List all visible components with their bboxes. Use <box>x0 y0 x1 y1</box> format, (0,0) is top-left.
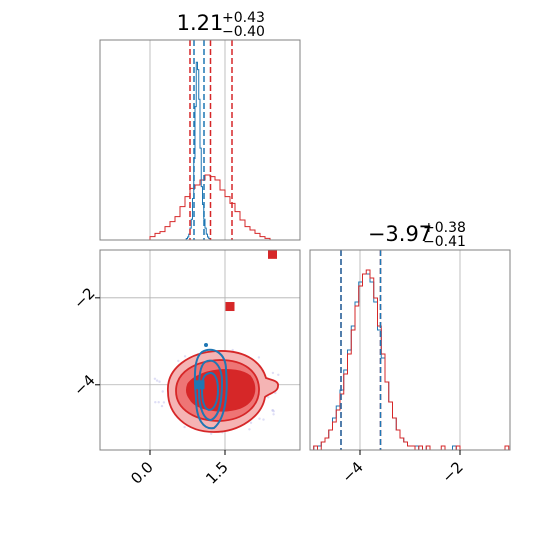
sample-point <box>249 421 253 424</box>
sample-point <box>162 401 166 404</box>
y-tick-labels: −2 −4 <box>70 284 100 399</box>
axes-frame <box>99 39 301 241</box>
axes-frame <box>99 249 301 451</box>
sample-point <box>161 390 164 393</box>
plot-area <box>149 40 271 241</box>
sample-point <box>157 401 160 404</box>
blue-contour-outer <box>193 348 228 430</box>
x-tick-label: −4 <box>338 458 366 486</box>
sample-point <box>158 380 161 383</box>
sample-point <box>177 359 180 363</box>
x-tick-labels: −4 −2 <box>338 450 467 486</box>
plot-area <box>310 250 510 451</box>
marginal-histogram-param-1: 1.21 +0.43 −0.40 <box>99 10 301 241</box>
y-tick-label: −2 <box>70 284 98 312</box>
y-tick-label: −4 <box>70 371 98 399</box>
sample-point <box>257 356 261 359</box>
red-square-marker <box>268 249 277 259</box>
histogram-series <box>310 273 509 451</box>
grid-lines <box>359 250 461 450</box>
sample-point <box>155 379 159 382</box>
joint-contour-panel: 0.0 1.5 −2 −4 <box>70 249 301 488</box>
title-plus-error: +0.38 <box>423 220 466 236</box>
title-minus-error: −0.40 <box>222 24 265 40</box>
title-median: −3.97 <box>368 222 432 246</box>
sample-point <box>262 418 265 421</box>
grid-lines <box>149 40 226 240</box>
blue-outlier-point <box>204 343 208 347</box>
sample-point <box>231 348 234 352</box>
sample-point <box>153 377 157 380</box>
sample-point <box>210 432 213 435</box>
title-plus-error: +0.43 <box>222 10 265 26</box>
sample-point <box>248 428 251 431</box>
blue-contour-middle <box>197 359 224 422</box>
sample-point <box>160 404 164 408</box>
title-median: 1.21 <box>177 11 224 35</box>
x-tick-labels: 0.0 1.5 <box>127 450 232 488</box>
sample-point <box>267 396 270 399</box>
sample-point <box>183 425 186 429</box>
histogram-series <box>310 269 510 451</box>
x-tick-label: 0.0 <box>127 458 157 488</box>
marginal-histogram-param-2: −3.97 +0.38 −0.41 −4 −2 <box>309 220 511 486</box>
histogram-series <box>185 61 212 241</box>
sample-point <box>271 371 275 375</box>
sample-point <box>258 417 261 420</box>
axes-frame <box>309 249 511 451</box>
sample-point <box>154 401 157 404</box>
sample-point <box>277 373 280 376</box>
red-square-marker <box>225 302 235 312</box>
sample-point <box>271 409 274 412</box>
sample-point <box>183 355 187 358</box>
panel-title-param-1: 1.21 <box>177 11 224 35</box>
title-minus-error: −0.41 <box>423 234 466 250</box>
panel-title-param-2: −3.97 <box>368 222 432 246</box>
x-tick-label: 1.5 <box>202 458 232 488</box>
sample-point <box>272 413 275 416</box>
plot-area <box>153 249 280 435</box>
blue-square-marker <box>195 380 205 390</box>
x-tick-label: −2 <box>438 458 466 486</box>
